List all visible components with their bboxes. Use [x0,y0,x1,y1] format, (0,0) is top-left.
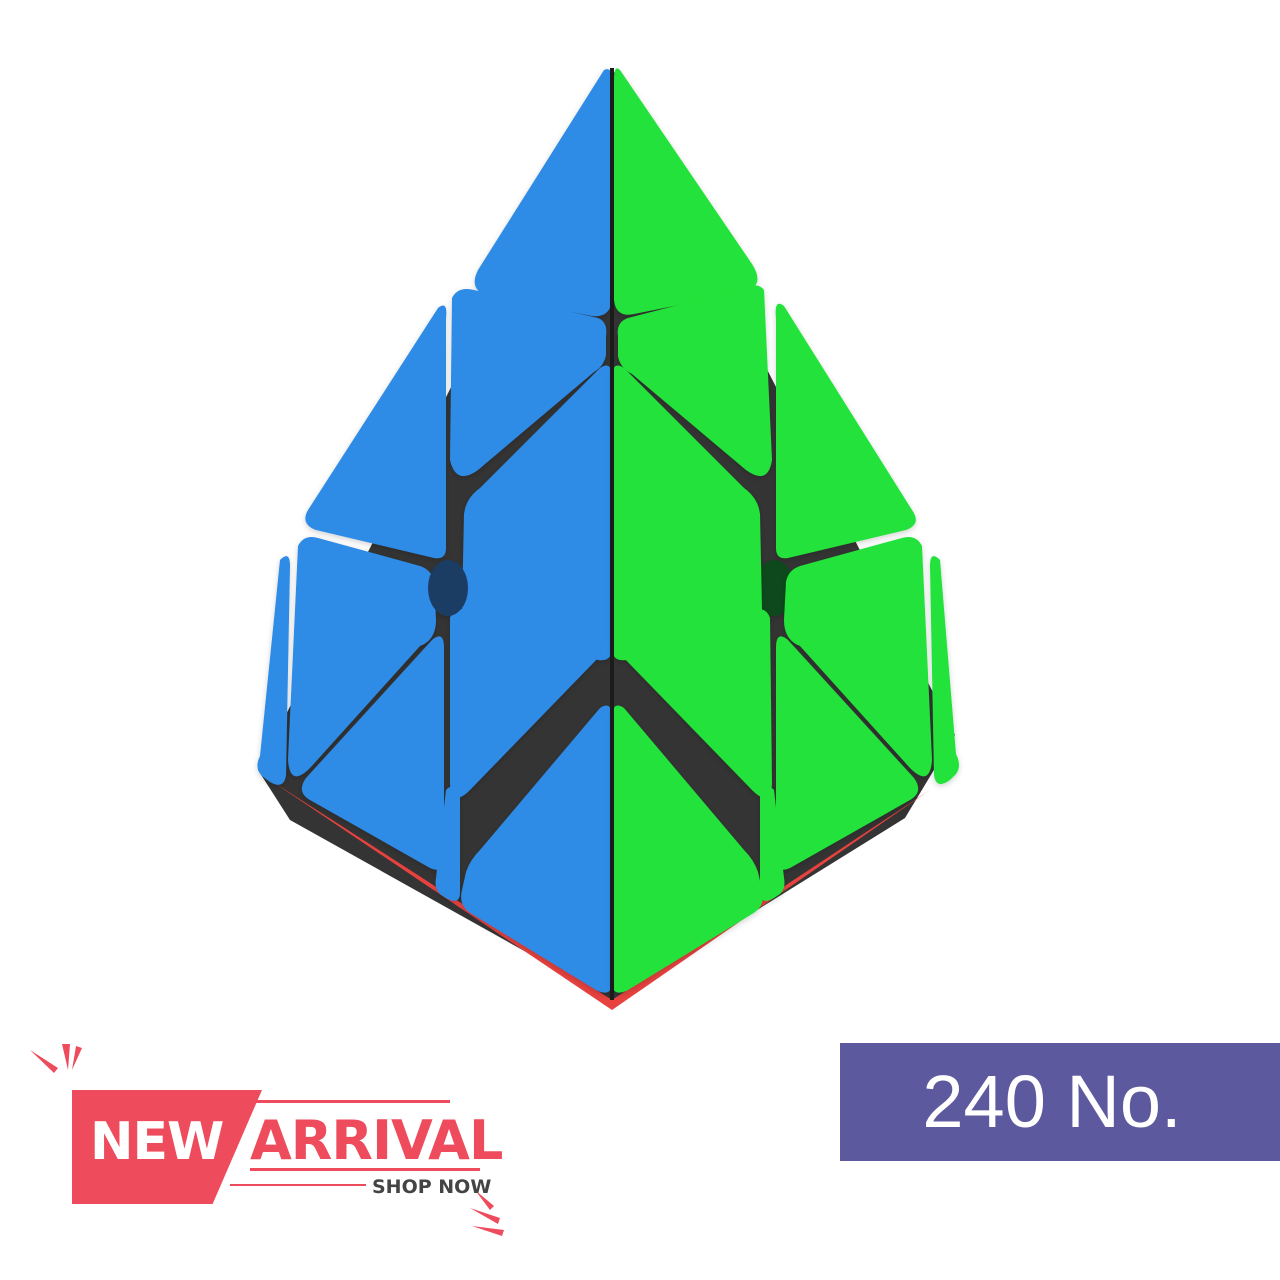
badge-rule-cta [230,1184,366,1186]
pyramid-left-face [257,69,794,993]
badge-arrival-label: ARRIVAL [250,1109,503,1172]
model-number-label: 240 No. [922,1060,1182,1143]
model-number-box: 240 No. [840,1043,1280,1161]
new-arrival-badge[interactable]: NEW ARRIVAL SHOP NOW [20,1040,540,1240]
shop-now-link[interactable]: SHOP NOW [372,1176,492,1198]
sparkle-icon [30,1044,504,1236]
badge-rule-bottom [250,1168,480,1171]
badge-new-label: NEW [90,1112,224,1172]
badge-rule-top [250,1100,450,1103]
pyramid-right-face [612,68,959,993]
